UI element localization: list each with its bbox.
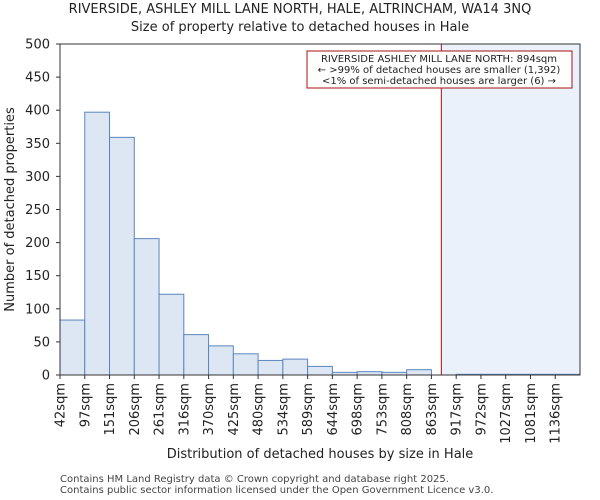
- x-tick-label: 644sqm: [326, 383, 341, 436]
- annotation-frame: [306, 50, 573, 89]
- bar-370sqm: [208, 345, 234, 376]
- x-tick-label: 316sqm: [177, 383, 192, 436]
- x-tick-label: 206sqm: [128, 383, 143, 436]
- bar-261sqm: [158, 293, 185, 376]
- x-tick-label: 370sqm: [202, 383, 217, 436]
- x-axis-title: Distribution of detached houses by size …: [167, 447, 474, 462]
- y-tick-label: 200: [25, 236, 50, 251]
- y-tick-label: 250: [25, 203, 50, 218]
- y-tick-label: 450: [25, 71, 50, 86]
- x-tick-label: 151sqm: [103, 383, 118, 436]
- x-tick-label: 1027sqm: [499, 383, 514, 444]
- y-tick-label: 50: [33, 335, 50, 350]
- bar-151sqm: [109, 136, 135, 376]
- bar-97sqm: [84, 111, 111, 376]
- y-tick-label: 300: [25, 170, 50, 185]
- x-tick-label: 589sqm: [301, 383, 316, 436]
- x-tick-label: 261sqm: [153, 383, 168, 436]
- y-tick-label: 100: [25, 302, 50, 317]
- x-tick-label: 698sqm: [351, 383, 366, 436]
- annotation-line-2: ← >99% of detached houses are smaller (1…: [318, 65, 561, 76]
- x-tick-label: 917sqm: [450, 383, 465, 436]
- x-tick-label: 753sqm: [375, 383, 390, 436]
- chart-title: RIVERSIDE, ASHLEY MILL LANE NORTH, HALE,…: [68, 2, 532, 17]
- x-tick-label: 534sqm: [276, 383, 291, 436]
- bar-808sqm: [406, 369, 432, 376]
- x-tick-label: 863sqm: [425, 383, 440, 436]
- x-tick-label: 1081sqm: [524, 383, 539, 444]
- bar-42sqm: [59, 319, 86, 376]
- larger-properties-region: [441, 44, 580, 375]
- x-tick-label: 480sqm: [252, 383, 267, 436]
- bar-425sqm: [232, 353, 259, 376]
- chart-subtitle: Size of property relative to detached ho…: [130, 20, 470, 35]
- footer-copyright: Contains HM Land Registry data © Crown c…: [60, 474, 449, 485]
- x-tick-label: 1136sqm: [549, 383, 564, 444]
- x-tick-label: 97sqm: [78, 383, 93, 427]
- annotation-line-1: RIVERSIDE ASHLEY MILL LANE NORTH: 894sqm: [321, 54, 557, 65]
- y-tick-label: 500: [25, 38, 50, 53]
- bars-group: [59, 111, 581, 376]
- bar-480sqm: [257, 359, 284, 376]
- annotation-line-3: <1% of semi-detached houses are larger (…: [322, 76, 556, 87]
- x-tick-label: 42sqm: [54, 383, 69, 427]
- y-tick-label: 400: [25, 104, 50, 119]
- bar-534sqm: [282, 358, 309, 376]
- y-axis-title: Number of detached properties: [3, 107, 18, 312]
- bar-589sqm: [307, 365, 333, 376]
- y-tick-label: 350: [25, 137, 50, 152]
- axes-group: 0 50 100 150 200 250 300 350 400 450 500 42sqm 97sqm…: [25, 38, 581, 444]
- x-tick-label: 425sqm: [227, 383, 242, 436]
- annotation-box: RIVERSIDE ASHLEY MILL LANE NORTH: 894sqm…: [306, 50, 573, 89]
- x-tick-label: 972sqm: [474, 383, 489, 436]
- x-tick-label: 808sqm: [400, 383, 415, 436]
- y-tick-label: 0: [42, 369, 50, 384]
- bar-316sqm: [183, 334, 210, 376]
- y-tick-label: 150: [25, 269, 50, 284]
- bar-206sqm: [133, 238, 160, 376]
- footer-licence: Contains public sector information licen…: [60, 485, 494, 496]
